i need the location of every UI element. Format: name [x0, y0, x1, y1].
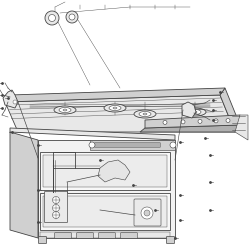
- Ellipse shape: [63, 109, 67, 111]
- Polygon shape: [3, 90, 18, 108]
- Ellipse shape: [189, 110, 201, 114]
- Ellipse shape: [54, 106, 76, 114]
- Ellipse shape: [134, 110, 156, 118]
- Polygon shape: [43, 196, 167, 227]
- Circle shape: [52, 204, 60, 212]
- Circle shape: [52, 196, 60, 203]
- Circle shape: [198, 119, 202, 123]
- FancyBboxPatch shape: [77, 233, 93, 238]
- Ellipse shape: [143, 113, 147, 115]
- Polygon shape: [10, 128, 175, 140]
- FancyBboxPatch shape: [44, 192, 68, 222]
- Circle shape: [181, 120, 185, 124]
- FancyBboxPatch shape: [134, 199, 161, 226]
- FancyBboxPatch shape: [166, 236, 174, 244]
- Polygon shape: [145, 115, 240, 128]
- Circle shape: [170, 142, 176, 148]
- Polygon shape: [40, 152, 170, 190]
- Circle shape: [163, 120, 167, 124]
- Circle shape: [48, 14, 56, 21]
- Polygon shape: [40, 232, 170, 238]
- Circle shape: [89, 142, 95, 148]
- Circle shape: [144, 210, 150, 216]
- Circle shape: [226, 118, 230, 122]
- Polygon shape: [43, 155, 167, 187]
- FancyBboxPatch shape: [38, 236, 46, 244]
- Ellipse shape: [104, 104, 126, 112]
- Polygon shape: [5, 88, 225, 102]
- Polygon shape: [235, 115, 248, 140]
- Circle shape: [141, 207, 153, 219]
- Polygon shape: [182, 102, 196, 118]
- Ellipse shape: [109, 106, 121, 110]
- Ellipse shape: [113, 107, 117, 109]
- Polygon shape: [38, 140, 175, 238]
- Ellipse shape: [193, 111, 197, 113]
- FancyBboxPatch shape: [121, 233, 137, 238]
- Polygon shape: [140, 125, 240, 132]
- Circle shape: [69, 14, 75, 20]
- Circle shape: [214, 119, 218, 123]
- Polygon shape: [90, 140, 175, 150]
- Polygon shape: [220, 88, 240, 132]
- Polygon shape: [40, 193, 170, 230]
- Ellipse shape: [59, 108, 71, 112]
- Polygon shape: [5, 95, 235, 132]
- Polygon shape: [10, 132, 38, 238]
- Ellipse shape: [139, 112, 151, 116]
- Circle shape: [52, 212, 60, 218]
- Circle shape: [66, 11, 78, 23]
- FancyBboxPatch shape: [95, 143, 160, 147]
- Circle shape: [13, 100, 17, 104]
- Ellipse shape: [184, 108, 206, 116]
- Polygon shape: [98, 160, 130, 182]
- Circle shape: [45, 11, 59, 25]
- FancyBboxPatch shape: [99, 233, 115, 238]
- FancyBboxPatch shape: [55, 233, 71, 238]
